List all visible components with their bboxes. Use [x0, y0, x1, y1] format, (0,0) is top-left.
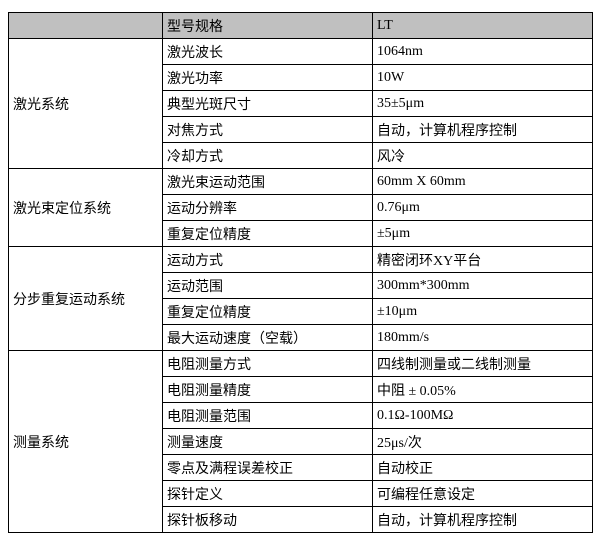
spec-table: 型号规格LT激光系统激光波长1064nm激光功率10W典型光斑尺寸35±5μm对…	[8, 12, 593, 533]
spec-label-cell: 零点及满程误差校正	[163, 455, 373, 481]
header-row: 型号规格LT	[9, 13, 593, 39]
spec-label-cell: 运动分辨率	[163, 195, 373, 221]
spec-table-body: 型号规格LT激光系统激光波长1064nm激光功率10W典型光斑尺寸35±5μm对…	[9, 13, 593, 533]
spec-label-cell: 电阻测量精度	[163, 377, 373, 403]
spec-label-cell: 探针定义	[163, 481, 373, 507]
spec-label-cell: 重复定位精度	[163, 221, 373, 247]
spec-label-cell: 最大运动速度（空载）	[163, 325, 373, 351]
spec-value-cell: 精密闭环XY平台	[373, 247, 593, 273]
section-name-cell: 分步重复运动系统	[9, 247, 163, 351]
spec-label-cell: 运动范围	[163, 273, 373, 299]
spec-value-cell: 1064nm	[373, 39, 593, 65]
section-name-cell: 激光系统	[9, 39, 163, 169]
table-row: 激光系统激光波长1064nm	[9, 39, 593, 65]
spec-value-cell: 0.76μm	[373, 195, 593, 221]
spec-value-cell: 风冷	[373, 143, 593, 169]
spec-value-cell: 自动，计算机程序控制	[373, 117, 593, 143]
spec-value-cell: 自动，计算机程序控制	[373, 507, 593, 533]
table-row: 分步重复运动系统运动方式精密闭环XY平台	[9, 247, 593, 273]
spec-label-cell: 探针板移动	[163, 507, 373, 533]
spec-value-cell: 四线制测量或二线制测量	[373, 351, 593, 377]
spec-value-cell: ±10μm	[373, 299, 593, 325]
spec-label-cell: 电阻测量范围	[163, 403, 373, 429]
spec-value-cell: 60mm X 60mm	[373, 169, 593, 195]
spec-value-cell: 10W	[373, 65, 593, 91]
spec-label-cell: 典型光斑尺寸	[163, 91, 373, 117]
header-cell-model: LT	[373, 13, 593, 39]
spec-value-cell: 中阻 ± 0.05%	[373, 377, 593, 403]
spec-value-cell: 25μs/次	[373, 429, 593, 455]
spec-label-cell: 电阻测量方式	[163, 351, 373, 377]
spec-value-cell: 0.1Ω-100MΩ	[373, 403, 593, 429]
table-row: 激光束定位系统激光束运动范围60mm X 60mm	[9, 169, 593, 195]
spec-label-cell: 测量速度	[163, 429, 373, 455]
spec-label-cell: 激光功率	[163, 65, 373, 91]
header-cell-spec: 型号规格	[163, 13, 373, 39]
spec-value-cell: 180mm/s	[373, 325, 593, 351]
spec-value-cell: 35±5μm	[373, 91, 593, 117]
header-cell-empty	[9, 13, 163, 39]
spec-label-cell: 重复定位精度	[163, 299, 373, 325]
section-name-cell: 激光束定位系统	[9, 169, 163, 247]
section-name-cell: 测量系统	[9, 351, 163, 533]
table-row: 测量系统电阻测量方式四线制测量或二线制测量	[9, 351, 593, 377]
spec-label-cell: 冷却方式	[163, 143, 373, 169]
spec-value-cell: ±5μm	[373, 221, 593, 247]
spec-label-cell: 激光束运动范围	[163, 169, 373, 195]
spec-label-cell: 运动方式	[163, 247, 373, 273]
spec-value-cell: 300mm*300mm	[373, 273, 593, 299]
spec-label-cell: 对焦方式	[163, 117, 373, 143]
spec-label-cell: 激光波长	[163, 39, 373, 65]
spec-value-cell: 自动校正	[373, 455, 593, 481]
spec-value-cell: 可编程任意设定	[373, 481, 593, 507]
